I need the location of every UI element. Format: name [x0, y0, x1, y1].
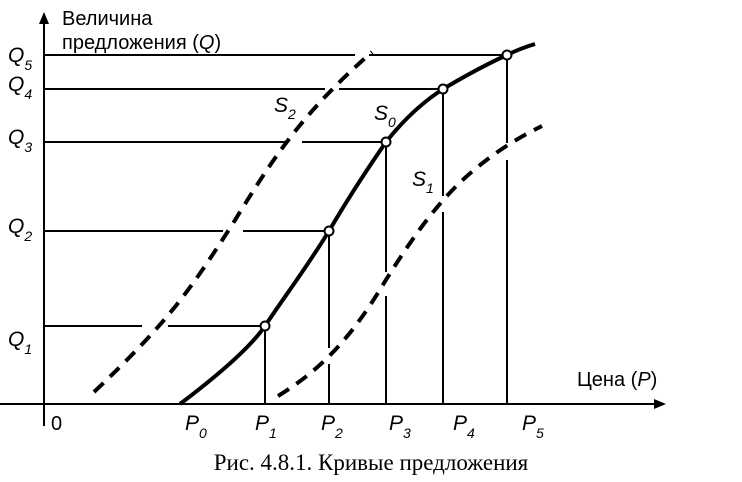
p4-label: P4 [453, 412, 475, 441]
q1-label: Q1 [8, 328, 32, 357]
point-p5-q5 [501, 49, 513, 61]
p1-label: P1 [255, 412, 277, 441]
q-guides [44, 54, 507, 327]
p3-label: P3 [389, 412, 411, 441]
s2-curve-label: S2 [274, 94, 296, 122]
s0-points [259, 49, 513, 332]
s0-curve-label: S0 [374, 102, 396, 130]
p5-label: P5 [522, 412, 544, 441]
point-p3-q3 [380, 136, 392, 148]
point-p1-q1 [259, 320, 271, 332]
q3-label: Q3 [8, 126, 32, 155]
supply-curve-s0 [178, 42, 536, 406]
supply-curve-s1 [276, 124, 543, 398]
origin-label: 0 [51, 413, 62, 435]
point-p2-q2 [323, 225, 335, 237]
y-axis-title-line2: предложения (Q) [62, 32, 221, 54]
q2-label: Q2 [8, 215, 32, 244]
q4-label: Q4 [8, 73, 32, 102]
x-axis-title: Цена (P) [577, 369, 657, 391]
supply-curve-s2 [92, 50, 374, 394]
p-guides [264, 55, 508, 404]
point-p4-q4 [437, 83, 449, 95]
y-axis-title-line1: Величина [62, 8, 153, 30]
figure-caption: Рис. 4.8.1. Кривые предложения [213, 450, 529, 475]
p0-label: P0 [185, 412, 207, 441]
q5-label: Q5 [8, 44, 32, 73]
s1-curve-label: S1 [412, 168, 434, 196]
p2-label: P2 [321, 412, 343, 441]
